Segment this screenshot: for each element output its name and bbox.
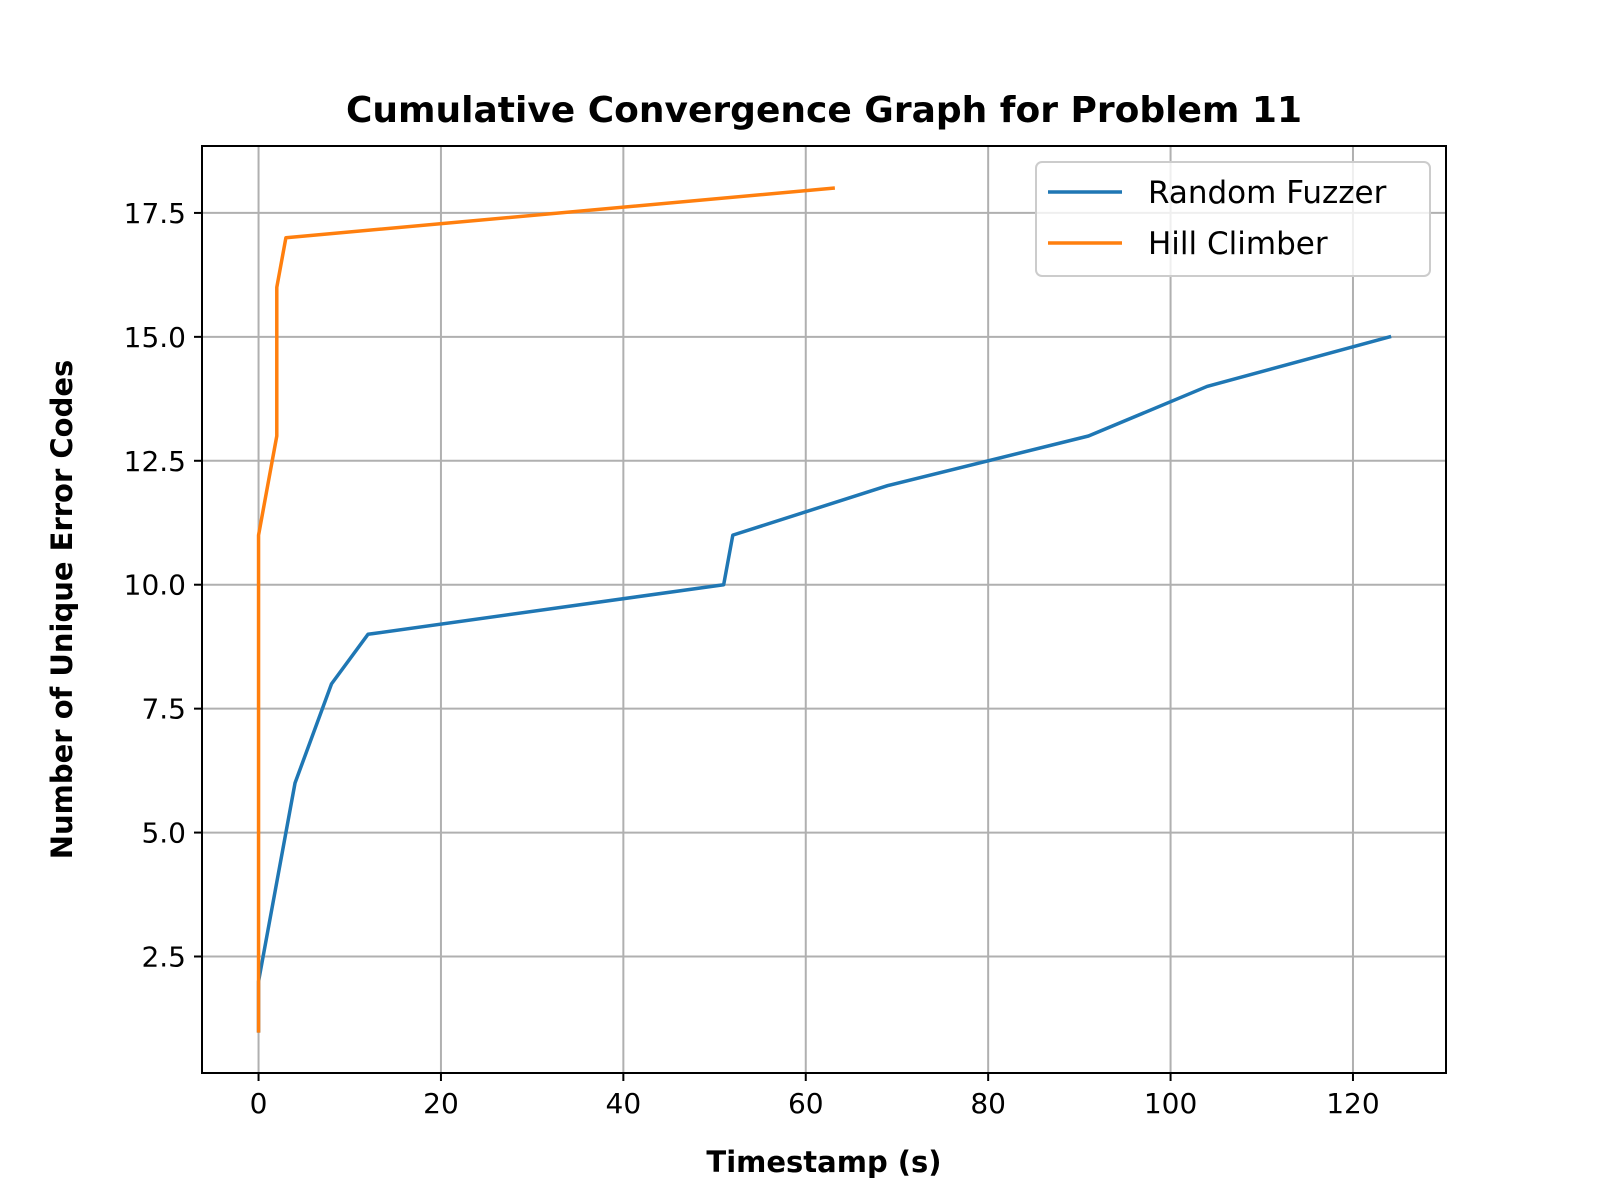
x-tick-label: 0	[250, 1087, 268, 1120]
x-tick-label: 120	[1326, 1087, 1379, 1120]
grid	[202, 146, 1446, 1073]
y-tick-label: 12.5	[124, 445, 186, 478]
y-tick-label: 5.0	[141, 817, 186, 850]
series-line-hill-climber	[256, 186, 836, 1033]
x-tick-label: 20	[423, 1087, 459, 1120]
y-tick-label: 7.5	[141, 693, 186, 726]
legend-box	[1035, 161, 1431, 277]
x-tick-label: 40	[606, 1087, 642, 1120]
x-tick-label: 100	[1144, 1087, 1197, 1120]
y-tick-label: 2.5	[141, 941, 186, 974]
legend-label: Random Fuzzer	[1148, 175, 1387, 211]
y-axis-title: Number of Unique Error Codes	[45, 360, 79, 860]
plot-frame	[201, 145, 1447, 1074]
x-axis-title: Timestamp (s)	[706, 1145, 941, 1179]
axis-ticks: 0 20 40 60 80 100 120 2.5 5.0 7.5 10.0 12.5 15.0 17.5	[124, 197, 1380, 1120]
x-tick-label: 80	[970, 1087, 1006, 1120]
y-tick-label: 17.5	[124, 197, 186, 230]
legend-label: Hill Climber	[1148, 226, 1328, 262]
series-line-random-fuzzer	[256, 334, 1392, 1033]
chart-title: Cumulative Convergence Graph for Problem…	[346, 90, 1302, 131]
series-lines	[256, 186, 1392, 1033]
legend: Random Fuzzer Hill Climber	[1035, 161, 1431, 277]
y-tick-label: 15.0	[124, 321, 186, 354]
y-tick-label: 10.0	[124, 569, 186, 602]
x-tick-label: 60	[788, 1087, 824, 1120]
